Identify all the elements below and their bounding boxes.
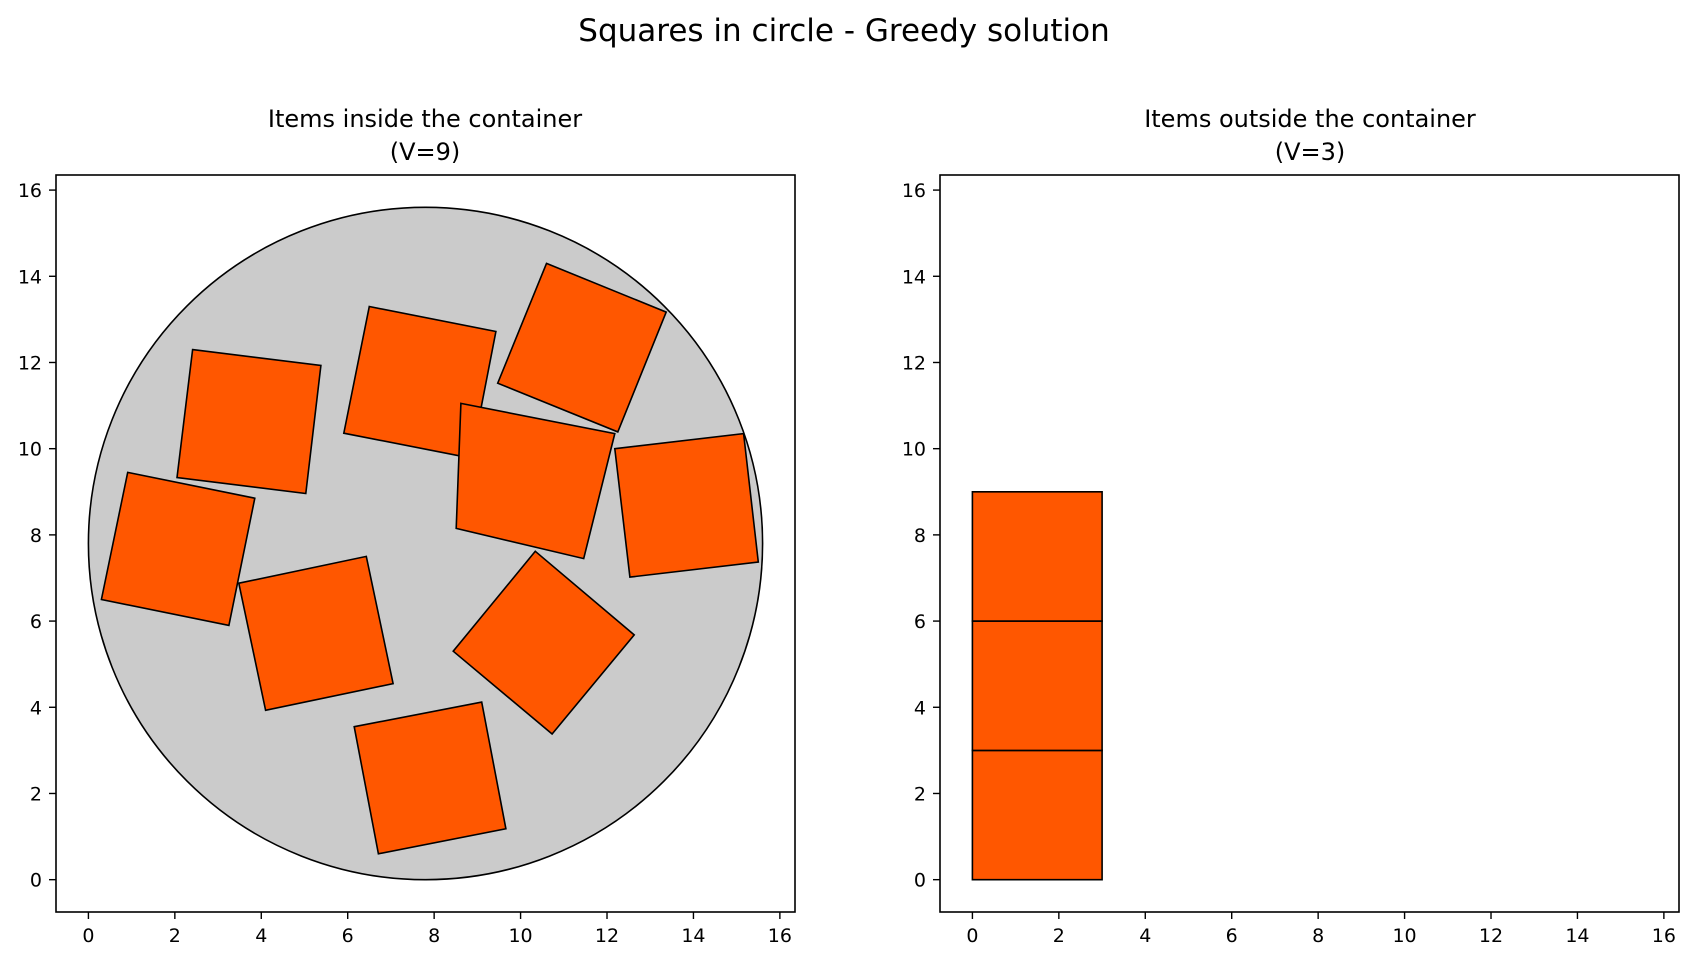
- left-item-4: [100, 471, 256, 627]
- right-x-tick-label-10: 10: [1392, 925, 1416, 947]
- left-y-tick-label-6: 6: [30, 611, 42, 633]
- right-y-tick-label-2: 2: [914, 783, 926, 805]
- left-x-tick-label-8: 8: [428, 925, 440, 947]
- right-axes: Items outside the container (V=3) 0 2 4 6 8 1…: [902, 105, 1680, 947]
- right-x-tick-label-14: 14: [1565, 925, 1589, 947]
- left-x-tick-label-16: 16: [768, 925, 792, 947]
- right-x-tick-label-16: 16: [1652, 925, 1676, 947]
- left-x-tick-label-6: 6: [342, 925, 354, 947]
- left-y-tick-label-4: 4: [30, 697, 42, 719]
- right-item-3: [971, 490, 1103, 622]
- left-y-tick-label-10: 10: [18, 439, 42, 461]
- left-x-tick-label-14: 14: [681, 925, 705, 947]
- left-y-tick-label-14: 14: [18, 266, 42, 288]
- right-y-tick-label-12: 12: [902, 352, 926, 374]
- left-item-8: [452, 550, 636, 736]
- left-axes-frame: [55, 174, 796, 913]
- right-item-2: [971, 620, 1103, 752]
- right-x-tick-label-8: 8: [1312, 925, 1324, 947]
- right-x-tick-label-0: 0: [966, 925, 978, 947]
- right-x-tick-label-2: 2: [1053, 925, 1065, 947]
- left-x-tick-label-12: 12: [595, 925, 619, 947]
- left-item-3: [496, 262, 668, 433]
- left-item-6: [613, 432, 760, 578]
- left-x-tick-label-0: 0: [82, 925, 94, 947]
- left-axes-title-line2: (V=9): [390, 138, 461, 166]
- left-item-7: [237, 555, 395, 712]
- left-y-tick-label-0: 0: [30, 870, 42, 892]
- right-y-tick-label-0: 0: [914, 870, 926, 892]
- right-axes-title-line2: (V=3): [1275, 138, 1346, 166]
- right-y-tick-label-16: 16: [902, 180, 926, 202]
- right-x-tick-label-4: 4: [1139, 925, 1151, 947]
- right-y-tick-label-14: 14: [902, 266, 926, 288]
- right-y-tick-label-4: 4: [914, 697, 926, 719]
- right-axes-title-line1: Items outside the container: [1144, 105, 1476, 133]
- left-item-5: [455, 402, 616, 560]
- right-item-1: [971, 749, 1103, 881]
- right-axes-frame: [939, 174, 1680, 913]
- left-y-tick-label-12: 12: [18, 352, 42, 374]
- figure-title: Squares in circle - Greedy solution: [578, 13, 1109, 49]
- left-item-9: [353, 701, 507, 855]
- right-y-tick-label-10: 10: [902, 439, 926, 461]
- left-y-tick-label-16: 16: [18, 180, 42, 202]
- left-axes-title-line1: Items inside the container: [268, 105, 582, 133]
- left-y-tick-label-8: 8: [30, 525, 42, 547]
- right-x-tick-label-6: 6: [1226, 925, 1238, 947]
- right-x-tick-label-12: 12: [1479, 925, 1503, 947]
- left-axes: Items inside the container (V=9) 0 2 4 6 8 10…: [18, 105, 796, 947]
- left-x-tick-label-10: 10: [508, 925, 532, 947]
- right-y-tick-label-6: 6: [914, 611, 926, 633]
- left-item-1: [176, 348, 322, 495]
- left-y-tick-label-2: 2: [30, 783, 42, 805]
- left-x-tick-label-4: 4: [255, 925, 267, 947]
- right-y-tick-label-8: 8: [914, 525, 926, 547]
- left-x-tick-label-2: 2: [169, 925, 181, 947]
